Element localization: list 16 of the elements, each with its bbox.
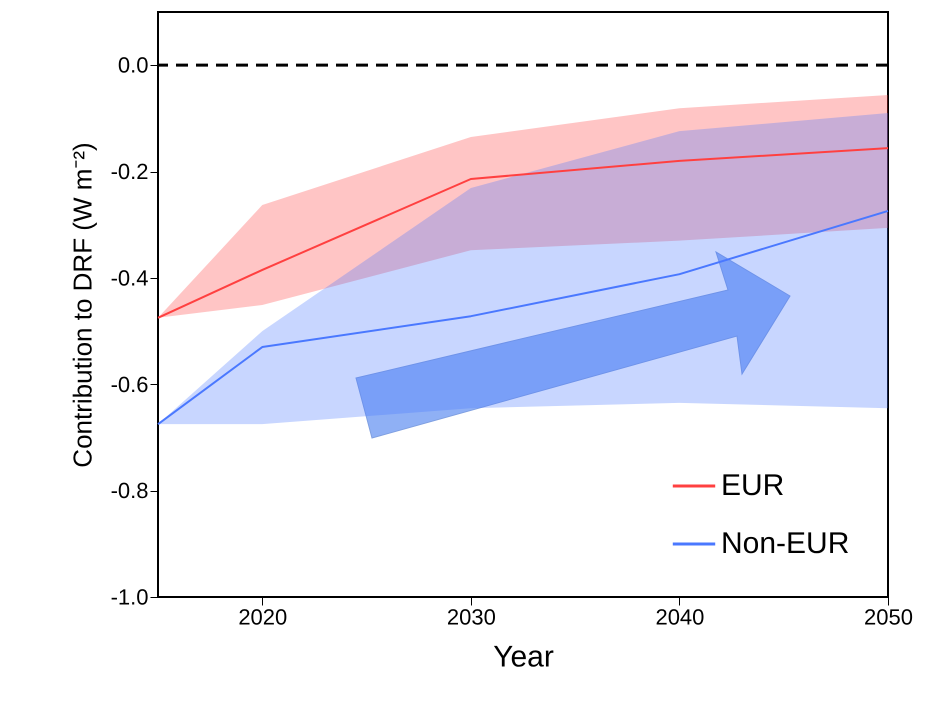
y-tick-label: 0.0 [118, 52, 148, 78]
legend-label: EUR [721, 469, 784, 502]
line-series [157, 147, 889, 319]
x-tick-label: 2020 [238, 604, 288, 630]
line-series [157, 210, 889, 426]
y-tick-label: -0.8 [110, 478, 148, 504]
y-tick-label: -0.4 [110, 265, 148, 290]
x-tick-label: 2030 [446, 604, 496, 630]
y-tick-label: -0.2 [110, 159, 148, 184]
y-tick-label: -1.0 [110, 584, 148, 610]
x-tick-label: 2050 [864, 604, 913, 630]
legend-label: Non-EUR [721, 527, 850, 560]
y-tick-label: -0.6 [110, 372, 148, 397]
x-tick-label: 2040 [655, 604, 704, 630]
y-axis-title: Contribution to DRF (W m⁻²) [68, 142, 98, 468]
x-axis-title: Year [493, 640, 554, 674]
